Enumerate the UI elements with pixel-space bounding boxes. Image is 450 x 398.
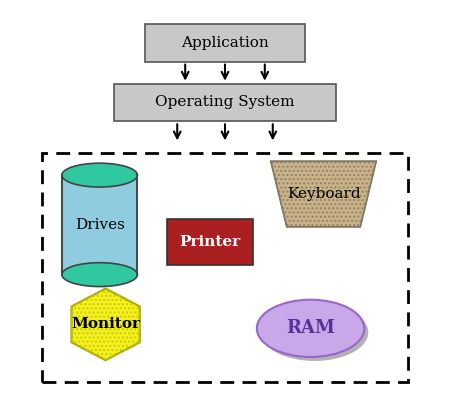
- Ellipse shape: [261, 304, 368, 361]
- Text: RAM: RAM: [286, 319, 335, 338]
- Text: Monitor: Monitor: [71, 317, 140, 332]
- Polygon shape: [271, 161, 376, 227]
- Ellipse shape: [62, 163, 137, 187]
- Text: Operating System: Operating System: [155, 96, 295, 109]
- Bar: [42, 153, 408, 382]
- Text: Printer: Printer: [180, 235, 241, 249]
- Ellipse shape: [257, 300, 364, 357]
- FancyBboxPatch shape: [113, 84, 337, 121]
- FancyBboxPatch shape: [167, 219, 253, 265]
- Polygon shape: [72, 289, 140, 360]
- Text: Drives: Drives: [75, 218, 125, 232]
- Text: Application: Application: [181, 36, 269, 50]
- FancyBboxPatch shape: [145, 24, 305, 62]
- Polygon shape: [62, 175, 137, 275]
- Text: Keyboard: Keyboard: [287, 187, 360, 201]
- Ellipse shape: [62, 263, 137, 287]
